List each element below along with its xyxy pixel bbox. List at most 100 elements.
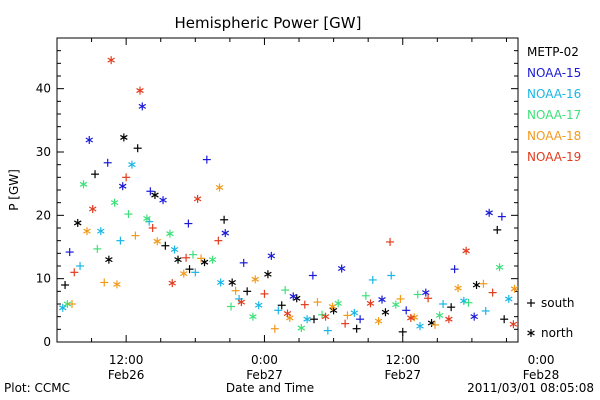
data-point-north	[328, 302, 337, 311]
data-point-south	[93, 244, 102, 253]
data-point-north	[110, 198, 119, 207]
x-tick-label-time: 12:00	[385, 353, 420, 367]
data-point-south	[396, 294, 405, 303]
data-point-north	[166, 229, 174, 238]
data-point-south	[182, 253, 191, 262]
data-point-south	[323, 326, 332, 335]
data-point-north	[120, 133, 128, 142]
data-point-north	[88, 205, 97, 213]
x-tick-label-date: Feb26	[108, 368, 145, 382]
data-point-south	[439, 300, 448, 308]
data-point-south	[188, 250, 197, 259]
data-point-south	[70, 268, 79, 277]
data-point-north	[264, 270, 272, 279]
x-tick-label-time: 12:00	[109, 353, 144, 367]
data-point-south	[281, 286, 290, 295]
data-point-north	[63, 300, 72, 308]
data-point-north	[216, 278, 225, 287]
data-point-south	[387, 271, 396, 280]
data-point-south	[116, 236, 125, 245]
data-point-south	[479, 279, 488, 288]
data-point-north	[153, 237, 162, 246]
data-point-south	[185, 265, 194, 274]
data-point-south	[481, 306, 490, 315]
data-point-north	[422, 288, 430, 297]
data-point-south	[488, 288, 497, 297]
legend-entry: NOAA-15	[527, 66, 581, 80]
data-point-north	[485, 208, 493, 217]
data-point-south	[431, 320, 440, 329]
x-axis-label: Date and Time	[226, 381, 314, 395]
data-point-south	[341, 319, 350, 328]
data-point-south	[356, 315, 365, 324]
data-point-north	[381, 308, 390, 317]
series-noaa-17	[63, 180, 504, 333]
data-point-north	[107, 56, 115, 65]
data-point-south	[277, 301, 286, 310]
data-point-south	[239, 258, 248, 267]
data-point-north	[350, 308, 359, 317]
data-point-south	[361, 291, 370, 300]
legend-marker-north	[527, 329, 535, 337]
y-tick-label: 30	[36, 145, 51, 159]
data-point-south	[103, 158, 112, 167]
data-point-north	[174, 255, 182, 264]
data-point-south	[493, 225, 502, 234]
data-point-north	[334, 299, 342, 308]
data-point-north	[303, 315, 311, 324]
data-point-south	[310, 315, 319, 324]
data-point-south	[133, 144, 142, 153]
data-point-south	[231, 286, 240, 295]
data-point-north	[151, 191, 159, 200]
data-point-north	[215, 183, 224, 192]
data-point-south	[424, 294, 433, 303]
data-point-south	[500, 315, 509, 324]
data-point-north	[249, 312, 257, 321]
data-point-south	[352, 324, 361, 333]
data-point-north	[200, 258, 209, 267]
y-tick-label: 0	[43, 335, 51, 349]
data-point-south	[227, 302, 236, 311]
legend-marker-label: south	[541, 296, 575, 310]
data-point-north	[85, 135, 94, 144]
x-tick-label-date: Feb27	[384, 368, 421, 382]
data-point-north	[208, 255, 217, 264]
data-point-south	[386, 237, 395, 246]
data-point-south	[122, 173, 131, 182]
chart-title: Hemispheric Power [GW]	[175, 14, 362, 32]
data-point-south	[67, 300, 76, 308]
data-point-north	[138, 102, 147, 111]
plot-frame	[56, 37, 519, 343]
x-tick-label-date: Feb28	[523, 368, 560, 382]
data-point-north	[392, 300, 400, 309]
plot-layer: 01020304012:00Feb260:00Feb2712:00Feb270:…	[36, 37, 560, 382]
data-point-north	[337, 264, 346, 273]
data-point-north	[193, 194, 202, 203]
data-point-south	[368, 275, 377, 284]
data-point-south	[413, 290, 422, 299]
data-point-north	[237, 298, 246, 307]
data-point-north	[267, 251, 276, 260]
data-point-south	[343, 311, 352, 320]
data-point-south	[270, 324, 279, 333]
data-point-north	[283, 309, 292, 318]
data-point-south	[402, 306, 411, 315]
data-point-north	[254, 301, 263, 310]
data-point-south	[197, 254, 206, 263]
data-point-south	[124, 210, 133, 219]
legend-entry: NOAA-18	[527, 129, 581, 143]
y-tick-label: 40	[36, 82, 51, 96]
data-point-south	[65, 248, 74, 257]
legend-entry: NOAA-17	[527, 108, 581, 122]
data-point-north	[58, 303, 67, 312]
data-point-south	[91, 170, 100, 179]
data-point-north	[321, 312, 330, 321]
data-point-north	[435, 311, 444, 320]
data-point-north	[495, 263, 504, 272]
data-point-north	[472, 281, 481, 289]
data-point-north	[297, 324, 306, 333]
series-noaa-18	[67, 183, 519, 333]
legend-entry: NOAA-16	[527, 87, 581, 101]
data-point-north	[460, 296, 468, 305]
